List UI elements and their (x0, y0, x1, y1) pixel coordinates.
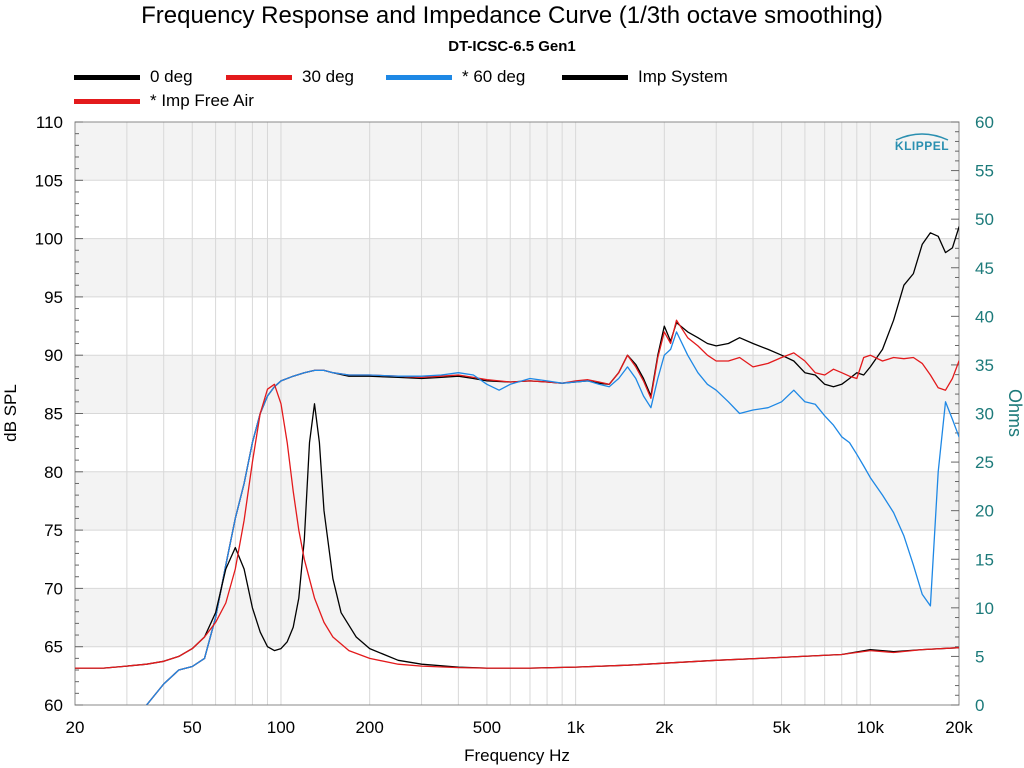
x-tick-label-1k: 1k (567, 718, 585, 737)
y-tick-label-60: 60 (44, 696, 63, 715)
y-axis-label: dB SPL (1, 384, 20, 442)
y-tick-label-80: 80 (44, 463, 63, 482)
axis-minor-ticks (75, 121, 959, 706)
chart-subtitle: DT-ICSC-6.5 Gen1 (448, 38, 576, 55)
legend-label-imp-free-air: * Imp Free Air (150, 91, 254, 110)
y-tick-label-85: 85 (44, 405, 63, 424)
y-tick-label-95: 95 (44, 288, 63, 307)
legend-swatch-30deg (226, 74, 292, 80)
background-bands (75, 122, 959, 647)
y2-tick-label-60: 60 (975, 113, 994, 132)
y-tick-labels: 60 65 70 75 80 85 90 95 100 105 110 (35, 113, 63, 715)
series-line-imp-free-air (75, 383, 959, 669)
legend-swatch-60deg (386, 74, 452, 80)
x-tick-label-100: 100 (267, 718, 295, 737)
legend: 0 deg 30 deg * 60 deg Imp System * Imp F… (0, 66, 1024, 114)
series-lines (75, 226, 959, 705)
band-65 (75, 588, 959, 647)
logo-arc (895, 133, 949, 141)
y-tick-label-65: 65 (44, 638, 63, 657)
legend-swatch-0deg (74, 74, 140, 80)
legend-entry-0deg: 0 deg (74, 66, 193, 88)
y2-tick-label-50: 50 (975, 210, 994, 229)
x-tick-label-20: 20 (66, 718, 85, 737)
x-tick-label-200: 200 (355, 718, 383, 737)
legend-label-imp-system: Imp System (638, 67, 728, 86)
legend-entry-imp-system: Imp System (562, 66, 728, 88)
y2-tick-label-5: 5 (975, 647, 984, 666)
legend-label-0deg: 0 deg (150, 67, 193, 86)
band-95 (75, 238, 959, 297)
x-tick-label-50: 50 (183, 718, 202, 737)
y2-tick-label-20: 20 (975, 502, 994, 521)
x-tick-labels: 20 50 100 200 500 1k 2k 5k 10k 20k (66, 718, 974, 737)
x-tick-label-500: 500 (473, 718, 501, 737)
y2-tick-label-40: 40 (975, 307, 994, 326)
x-axis-label: Frequency Hz (464, 746, 570, 765)
y2-tick-label-30: 30 (975, 405, 994, 424)
y-tick-label-105: 105 (35, 171, 63, 190)
x-tick-label-5k: 5k (773, 718, 791, 737)
y2-tick-label-25: 25 (975, 453, 994, 472)
y-tick-label-90: 90 (44, 346, 63, 365)
klippel-logo: KLIPPEL (895, 133, 949, 153)
legend-entry-imp-free-air: * Imp Free Air (74, 90, 254, 112)
legend-entry-30deg: 30 deg (226, 66, 354, 88)
y-tick-label-110: 110 (36, 113, 63, 132)
chart-title: Frequency Response and Impedance Curve (… (141, 2, 883, 29)
y-tick-label-70: 70 (44, 579, 63, 598)
y2-tick-label-45: 45 (975, 259, 994, 278)
legend-label-60deg: * 60 deg (462, 67, 526, 86)
y2-axis-label: Ohms (1005, 389, 1024, 437)
y-tick-label-100: 100 (35, 230, 63, 249)
y-tick-label-75: 75 (44, 521, 63, 540)
y2-tick-label-55: 55 (975, 162, 994, 181)
y2-tick-label-15: 15 (975, 550, 994, 569)
x-tick-label-2k: 2k (655, 718, 673, 737)
x-tick-label-10k: 10k (857, 718, 885, 737)
y2-tick-label-35: 35 (975, 356, 994, 375)
band-105 (75, 122, 959, 181)
band-75 (75, 471, 959, 531)
series-line-60-deg (146, 331, 959, 705)
legend-entry-60deg: * 60 deg (386, 66, 525, 88)
x-tick-label-20k: 20k (945, 718, 973, 737)
y2-tick-label-0: 0 (975, 696, 984, 715)
y2-tick-labels: 0 5 10 15 20 25 30 35 40 45 50 55 60 (975, 113, 994, 715)
y2-tick-label-10: 10 (975, 599, 994, 618)
legend-swatch-imp-free-air (74, 98, 140, 104)
logo-text: KLIPPEL (895, 139, 949, 153)
legend-label-30deg: 30 deg (302, 67, 354, 86)
legend-swatch-imp-system (562, 74, 628, 80)
